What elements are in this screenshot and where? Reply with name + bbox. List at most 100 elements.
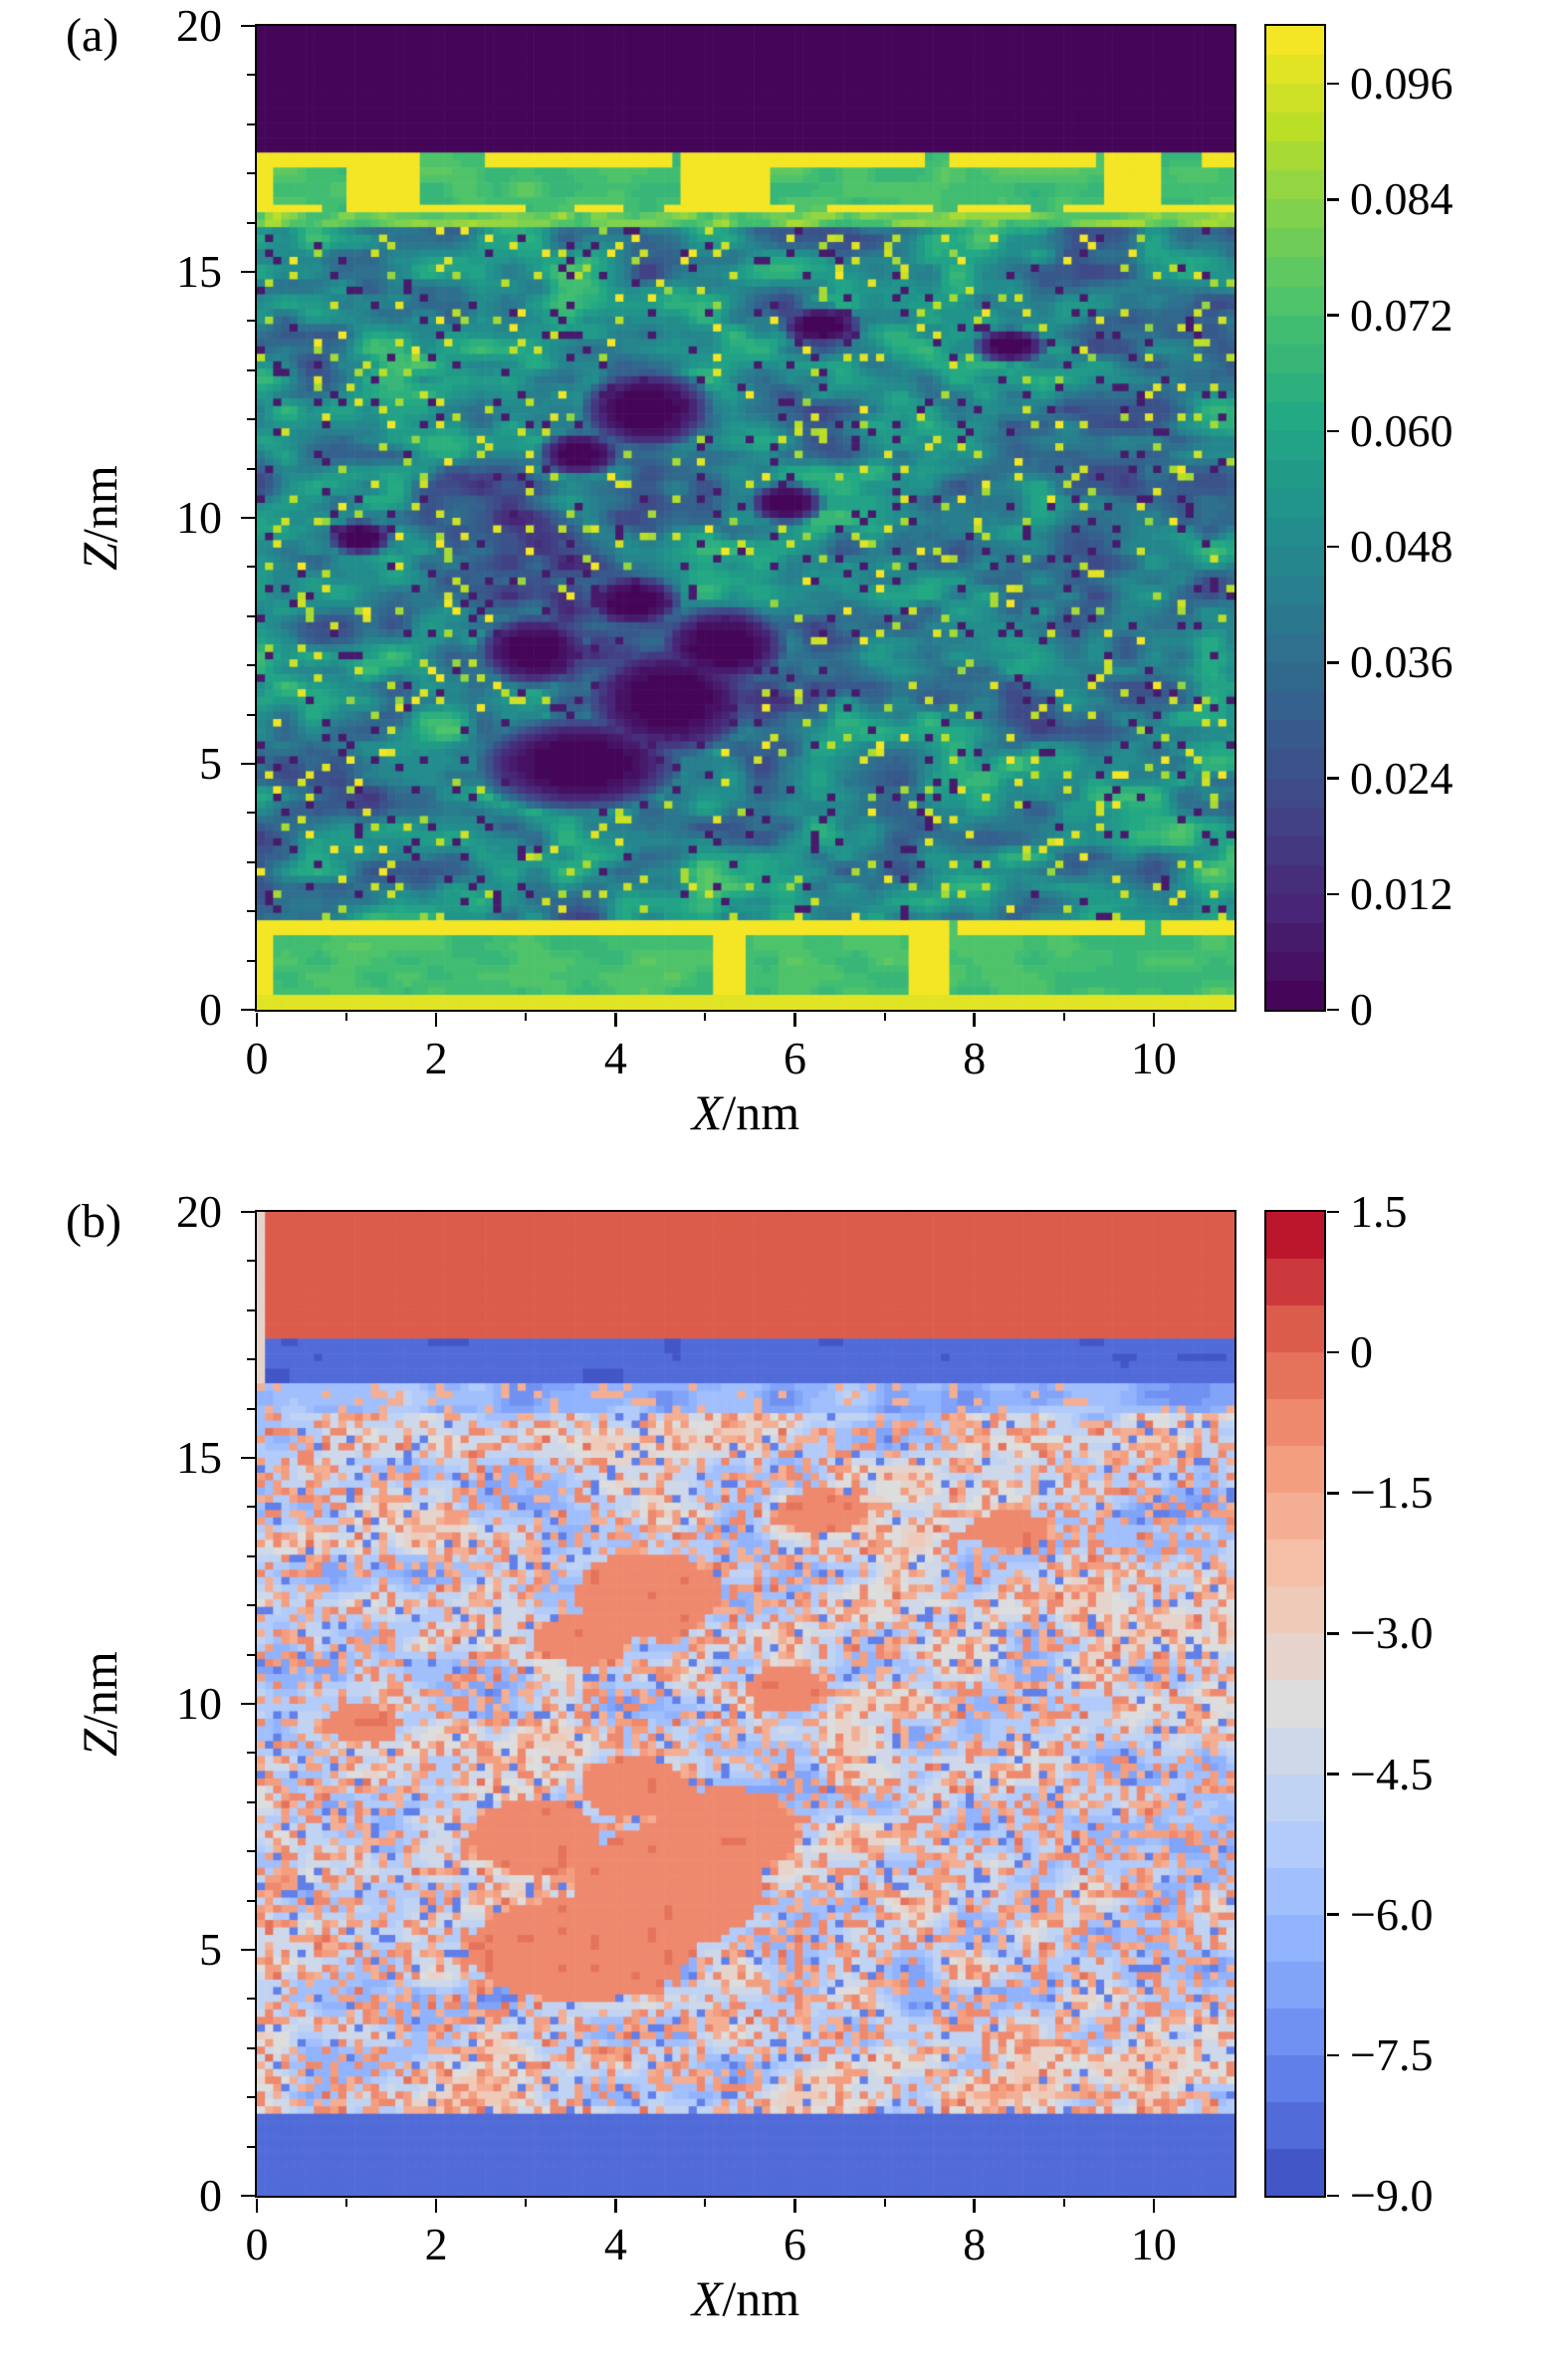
panel-b: (b) Z/nm X/nm 0 2 4 6 8 10 0 5 10 15 20 1.5 0 −1.5 −3.… <box>0 1186 1568 2372</box>
y-minor-tick <box>246 2046 255 2049</box>
y-minor-tick <box>246 1407 255 1410</box>
x-minor-tick <box>525 2198 528 2207</box>
y-minor-tick <box>246 1850 255 1853</box>
colorbar-tick <box>1326 82 1339 86</box>
y-minor-tick <box>246 860 255 863</box>
x-major-tick <box>1152 1012 1156 1027</box>
colorbar-frame <box>1263 23 1326 1012</box>
colorbar-tick <box>1326 429 1339 433</box>
y-minor-tick <box>246 1998 255 2001</box>
colorbar-tick-label: −3.0 <box>1350 1607 1434 1659</box>
colorbar-tick-label: −9.0 <box>1350 2170 1434 2221</box>
y-minor-tick <box>246 74 255 77</box>
y-minor-tick <box>246 1358 255 1361</box>
y-minor-tick <box>246 812 255 815</box>
x-minor-tick <box>345 1012 348 1021</box>
y-tick-label: 15 <box>176 246 222 297</box>
x-major-tick <box>255 2198 259 2213</box>
x-axis-unit: /nm <box>722 1084 800 1140</box>
colorbar-tick-label: −1.5 <box>1350 1467 1434 1519</box>
y-major-tick <box>240 1008 255 1012</box>
colorbar-tick-label: 0.036 <box>1350 636 1454 688</box>
x-minor-tick <box>704 2198 707 2207</box>
colorbar-tick <box>1326 1008 1339 1012</box>
x-tick-label: 6 <box>784 1033 807 1083</box>
colorbar-tick-label: −7.5 <box>1350 2028 1434 2080</box>
y-minor-tick <box>246 910 255 913</box>
y-major-tick <box>240 270 255 274</box>
colorbar-tick-label: 0.084 <box>1350 173 1454 225</box>
y-minor-tick <box>246 368 255 371</box>
colorbar-tick-label: 0 <box>1350 984 1373 1035</box>
colorbar-tick-label: 0.048 <box>1350 521 1454 573</box>
heatmap-canvas <box>256 25 1234 1010</box>
x-major-tick <box>434 2198 438 2213</box>
y-tick-label: 5 <box>199 1924 222 1975</box>
y-minor-tick <box>246 566 255 569</box>
colorbar-tick <box>1326 545 1339 549</box>
y-tick-label: 5 <box>199 738 222 789</box>
heatmap-frame <box>254 1209 1236 2198</box>
y-minor-tick <box>246 1554 255 1557</box>
x-tick-label: 4 <box>603 2219 627 2269</box>
x-axis-variable: X <box>691 1084 723 1140</box>
y-minor-tick <box>246 1752 255 1755</box>
colorbar-tick <box>1326 314 1339 317</box>
x-tick-label: 8 <box>963 2219 987 2269</box>
x-tick-label: 2 <box>424 2219 448 2269</box>
x-axis-title: X/nm <box>257 2273 1234 2323</box>
y-minor-tick <box>246 959 255 962</box>
x-tick-label: 0 <box>245 1033 269 1083</box>
x-axis-title: X/nm <box>257 1087 1234 1137</box>
x-tick-label: 6 <box>784 2219 807 2269</box>
colorbar-tick <box>1326 777 1339 780</box>
y-minor-tick <box>246 2096 255 2099</box>
x-major-tick <box>973 2198 976 2213</box>
y-minor-tick <box>246 664 255 667</box>
y-tick-label: 0 <box>199 984 222 1035</box>
y-minor-tick <box>246 221 255 224</box>
y-minor-tick <box>246 2145 255 2148</box>
y-tick-label: 0 <box>199 2170 222 2221</box>
x-tick-label: 8 <box>963 1033 987 1083</box>
x-major-tick <box>434 1012 438 1027</box>
colorbar-canvas <box>1265 25 1324 1010</box>
heatmap-canvas <box>256 1211 1234 2196</box>
x-minor-tick <box>525 1012 528 1021</box>
colorbar-tick-label: 0 <box>1350 1326 1373 1378</box>
colorbar-tick-label: −4.5 <box>1350 1748 1434 1799</box>
x-major-tick <box>614 1012 617 1027</box>
y-major-tick <box>240 1456 255 1460</box>
x-major-tick <box>255 1012 259 1027</box>
y-minor-tick <box>246 614 255 617</box>
y-major-tick <box>240 762 255 766</box>
y-minor-tick <box>246 467 255 470</box>
y-major-tick <box>240 1210 255 1214</box>
x-major-tick <box>793 2198 796 2213</box>
x-tick-label: 10 <box>1130 2219 1177 2269</box>
y-minor-tick <box>246 1800 255 1803</box>
x-minor-tick <box>883 2198 886 2207</box>
x-axis-variable: X <box>691 2270 723 2326</box>
x-minor-tick <box>1062 2198 1065 2207</box>
y-minor-tick <box>246 713 255 716</box>
colorbar-tick-label: −6.0 <box>1350 1888 1434 1940</box>
x-major-tick <box>973 1012 976 1027</box>
y-tick-label: 20 <box>176 1186 222 1237</box>
x-minor-tick <box>883 1012 886 1021</box>
y-tick-label: 20 <box>176 0 222 51</box>
y-tick-label: 10 <box>176 1678 222 1729</box>
colorbar-tick <box>1326 1492 1339 1495</box>
y-minor-tick <box>246 320 255 323</box>
panel-b-label: (b) <box>66 1195 121 1248</box>
y-major-tick <box>240 24 255 28</box>
colorbar-tick <box>1326 661 1339 664</box>
colorbar-tick <box>1326 2053 1339 2057</box>
colorbar-tick <box>1326 1210 1339 1214</box>
colorbar-tick-label: 0.024 <box>1350 752 1454 804</box>
heatmap-frame <box>254 23 1236 1012</box>
colorbar-frame <box>1263 1209 1326 2198</box>
y-minor-tick <box>246 418 255 421</box>
panel-a-label: (a) <box>66 9 119 62</box>
colorbar-tick <box>1326 892 1339 895</box>
